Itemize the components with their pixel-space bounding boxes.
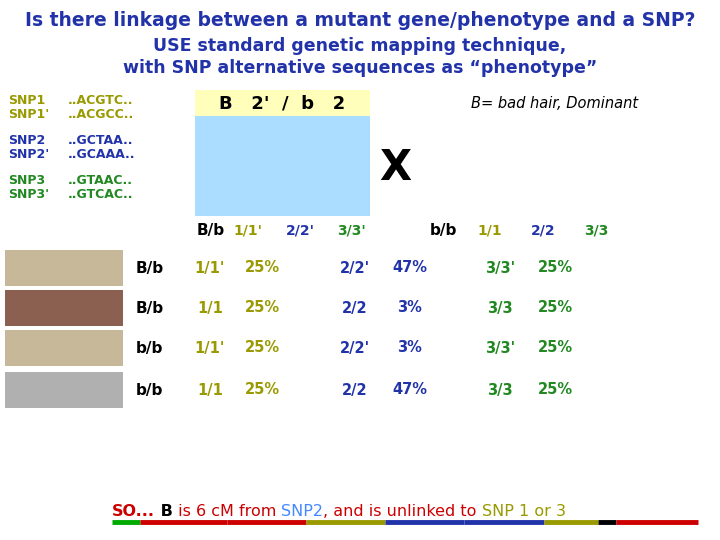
- Bar: [195, 90, 370, 116]
- Text: 1/1': 1/1': [195, 341, 225, 355]
- Bar: [5, 372, 123, 408]
- Text: B/b: B/b: [136, 300, 164, 315]
- Text: USE standard genetic mapping technique,: USE standard genetic mapping technique,: [153, 37, 567, 55]
- Text: 3%: 3%: [397, 300, 423, 315]
- Text: SNP3: SNP3: [8, 173, 45, 186]
- Text: B/b: B/b: [197, 222, 225, 238]
- Text: 3/3: 3/3: [487, 382, 513, 397]
- Text: ..GTCAC..: ..GTCAC..: [68, 187, 133, 200]
- Text: 1/1: 1/1: [197, 300, 223, 315]
- Text: SNP2: SNP2: [282, 504, 323, 519]
- Text: b/b: b/b: [430, 222, 457, 238]
- Bar: [5, 290, 123, 326]
- Bar: [5, 330, 123, 366]
- Text: b/b: b/b: [136, 382, 163, 397]
- Text: ..GTAAC..: ..GTAAC..: [68, 173, 133, 186]
- Text: 3%: 3%: [397, 341, 423, 355]
- Text: with SNP alternative sequences as “phenotype”: with SNP alternative sequences as “pheno…: [123, 59, 597, 77]
- Text: 25%: 25%: [537, 260, 572, 275]
- Text: SO...: SO...: [112, 504, 155, 519]
- Text: 2/2: 2/2: [531, 223, 555, 237]
- Text: 2/2': 2/2': [286, 223, 315, 237]
- Text: 25%: 25%: [537, 341, 572, 355]
- Bar: [195, 116, 370, 216]
- Text: ..GCAAA..: ..GCAAA..: [68, 147, 135, 160]
- Text: SNP2: SNP2: [8, 133, 45, 146]
- Text: 25%: 25%: [537, 300, 572, 315]
- Text: 1/1': 1/1': [195, 260, 225, 275]
- Text: 3/3': 3/3': [485, 341, 515, 355]
- Text: 2/2': 2/2': [340, 341, 370, 355]
- Text: SNP 1 or 3: SNP 1 or 3: [482, 504, 566, 519]
- Text: b/b: b/b: [136, 341, 163, 355]
- Text: SNP1': SNP1': [8, 107, 49, 120]
- Text: SNP1: SNP1: [8, 93, 45, 106]
- Text: 2/2': 2/2': [340, 260, 370, 275]
- Text: 1/1: 1/1: [477, 223, 503, 237]
- Text: 25%: 25%: [244, 382, 279, 397]
- Text: ..ACGCC..: ..ACGCC..: [68, 107, 134, 120]
- Text: 25%: 25%: [244, 260, 279, 275]
- Text: 3/3': 3/3': [338, 223, 366, 237]
- Text: 3/3: 3/3: [487, 300, 513, 315]
- Text: 3/3: 3/3: [584, 223, 608, 237]
- Text: 25%: 25%: [244, 341, 279, 355]
- Text: is 6 cM from: is 6 cM from: [173, 504, 282, 519]
- Text: 2/2: 2/2: [342, 300, 368, 315]
- Text: 47%: 47%: [392, 382, 428, 397]
- Text: Is there linkage between a mutant gene/phenotype and a SNP?: Is there linkage between a mutant gene/p…: [24, 10, 696, 30]
- Text: ..ACGTC..: ..ACGTC..: [68, 93, 133, 106]
- Text: ..GCTAA..: ..GCTAA..: [68, 133, 133, 146]
- Text: SNP2': SNP2': [8, 147, 49, 160]
- Text: SNP3': SNP3': [8, 187, 49, 200]
- Text: 1/1': 1/1': [233, 223, 263, 237]
- Text: B= bad hair, Dominant: B= bad hair, Dominant: [472, 96, 639, 111]
- Text: 47%: 47%: [392, 260, 428, 275]
- Text: 25%: 25%: [244, 300, 279, 315]
- Text: 2/2: 2/2: [342, 382, 368, 397]
- Text: B   2'  /  b   2: B 2' / b 2: [220, 94, 346, 112]
- Bar: [5, 250, 123, 286]
- Text: X: X: [379, 147, 411, 189]
- Text: 3/3': 3/3': [485, 260, 515, 275]
- Text: B/b: B/b: [136, 260, 164, 275]
- Text: 1/1: 1/1: [197, 382, 223, 397]
- Text: 25%: 25%: [537, 382, 572, 397]
- Text: , and is unlinked to: , and is unlinked to: [323, 504, 482, 519]
- Text: B: B: [155, 504, 173, 519]
